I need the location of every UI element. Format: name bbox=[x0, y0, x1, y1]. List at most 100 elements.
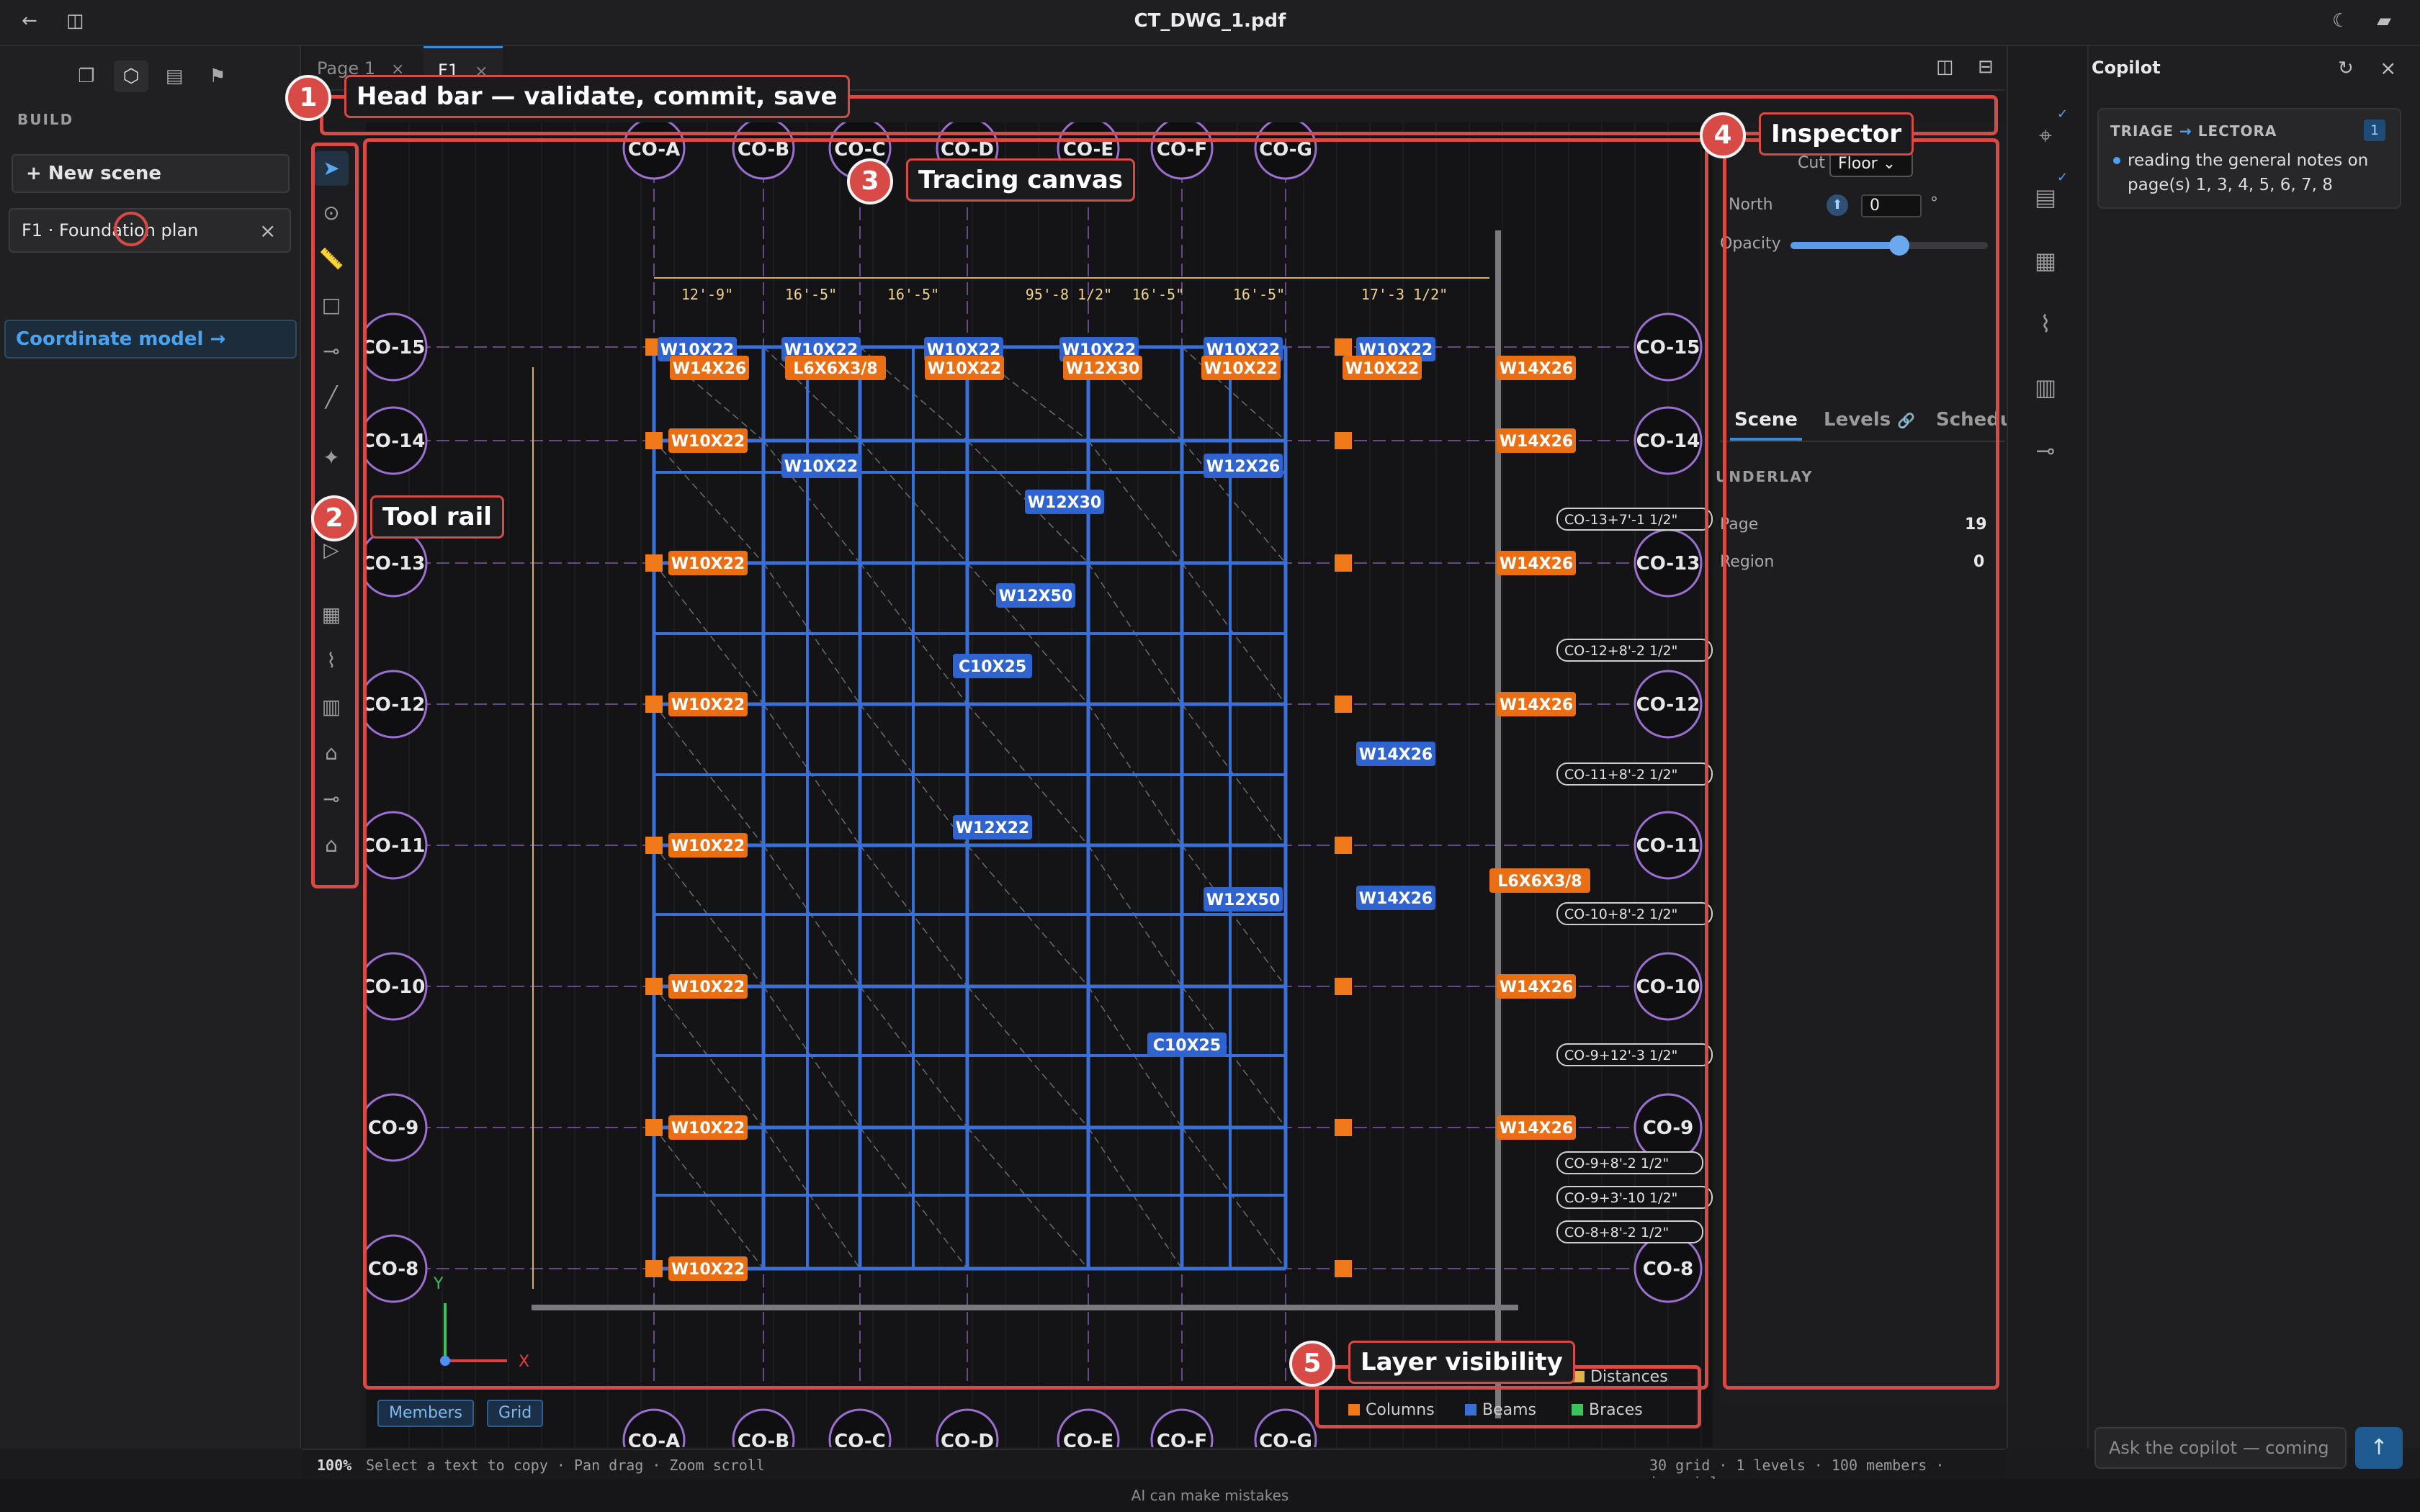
beam-label-bg bbox=[953, 654, 1032, 678]
side-note-text: CO-9+8'-2 1/2" bbox=[1564, 1156, 1669, 1171]
tab-scene[interactable]: Scene bbox=[1734, 409, 1798, 431]
beam-label-bg bbox=[1059, 337, 1139, 361]
tag-tool-icon[interactable]: ⌂ bbox=[325, 741, 338, 765]
ai-disclaimer: AI can make mistakes bbox=[0, 1479, 2420, 1512]
document-tab-icon[interactable]: ▤ bbox=[165, 66, 184, 87]
send-button[interactable]: ↑ bbox=[2355, 1427, 2403, 1469]
callout-2-number: 2 bbox=[311, 495, 357, 541]
ruler-tool-icon[interactable]: ⌇ bbox=[326, 649, 336, 672]
measure-tool-icon[interactable]: 📏 bbox=[318, 247, 344, 271]
refresh-icon[interactable]: ↻ bbox=[2338, 58, 2354, 79]
brace-line bbox=[859, 562, 968, 705]
columns-icon[interactable]: ▥ bbox=[2034, 374, 2057, 401]
label-tool-icon[interactable]: ⌂ bbox=[325, 833, 338, 857]
side-note-box bbox=[1556, 639, 1713, 662]
split-horizontal-icon[interactable]: ⊟ bbox=[1978, 56, 1994, 78]
ai-sparkle-icon[interactable]: ✦ bbox=[323, 446, 340, 469]
brace-line bbox=[653, 1127, 764, 1269]
status-bar: 100% Select a text to copy · Pan drag · … bbox=[302, 1449, 2005, 1491]
ruler-icon[interactable]: ⌇ bbox=[2040, 310, 2051, 338]
side-note-text: CO-11+8'-2 1/2" bbox=[1564, 767, 1677, 783]
beam-label-bg bbox=[1356, 337, 1435, 361]
tab-levels[interactable]: Levels 🔗 bbox=[1824, 409, 1915, 431]
grid-bubble-label: CO-A bbox=[628, 1431, 681, 1447]
pages-tab-icon[interactable]: ❐ bbox=[78, 66, 95, 87]
scan-icon[interactable]: ⌖ bbox=[2038, 122, 2053, 149]
select-tool-icon[interactable]: ➤ bbox=[314, 151, 349, 186]
model-tab-icon[interactable]: ⬡ bbox=[114, 60, 148, 92]
legend-distances[interactable]: Distances bbox=[1573, 1368, 1668, 1386]
column-label-bg bbox=[925, 356, 1004, 380]
column-marker bbox=[1335, 432, 1352, 449]
back-arrow-icon[interactable]: ← bbox=[22, 10, 37, 32]
play-icon[interactable]: ▷ bbox=[323, 538, 339, 562]
north-input[interactable]: 0 bbox=[1861, 194, 1922, 217]
grid-bubble-label: CO-15 bbox=[1636, 337, 1700, 359]
sidebar-toggle-icon[interactable]: ◫ bbox=[66, 10, 84, 32]
opacity-knob[interactable] bbox=[1888, 235, 1909, 256]
swatch bbox=[1573, 1371, 1585, 1382]
layer-legend: Distances Columns Beams Braces bbox=[1317, 1368, 1698, 1426]
column-marker bbox=[1335, 1260, 1352, 1277]
chat-icon[interactable]: ▰ bbox=[2377, 10, 2391, 32]
brace-line bbox=[653, 562, 764, 705]
tab-levels-label: Levels bbox=[1824, 409, 1891, 431]
close-icon[interactable]: × bbox=[259, 219, 277, 243]
split-vertical-icon[interactable]: ◫ bbox=[1936, 56, 1954, 78]
close-icon[interactable]: × bbox=[391, 60, 405, 78]
y-axis-label: Y bbox=[433, 1275, 444, 1293]
callout-1-number: 1 bbox=[285, 75, 331, 121]
legend-label: Columns bbox=[1366, 1401, 1435, 1419]
document-icon[interactable]: ▤ bbox=[2034, 184, 2057, 211]
column-label-bg bbox=[1201, 356, 1281, 380]
line-tool-icon[interactable]: ╱ bbox=[325, 385, 338, 409]
tabs-divider bbox=[1720, 441, 2005, 442]
grid-bubble bbox=[1634, 952, 1703, 1021]
connector-icon[interactable]: ⊸ bbox=[2035, 437, 2056, 464]
beam-label-bg bbox=[1356, 886, 1435, 910]
zoom-level: 100% bbox=[317, 1457, 352, 1474]
legend-braces[interactable]: Braces bbox=[1572, 1401, 1643, 1419]
tracing-canvas[interactable]: CO-A CO-A CO-B CO-B CO-C CO-C CO-D CO-D CO-E CO-E… bbox=[366, 122, 1713, 1447]
close-icon[interactable]: × bbox=[2380, 56, 2397, 80]
point-tool-icon[interactable]: ⊙ bbox=[323, 201, 340, 225]
opacity-fill bbox=[1791, 242, 1899, 249]
cut-select[interactable]: Floor ⌄ bbox=[1829, 151, 1913, 177]
grid-bubble bbox=[828, 1408, 892, 1447]
theme-moon-icon[interactable]: ☾ bbox=[2332, 10, 2349, 32]
grid-bubble bbox=[366, 312, 428, 382]
coordinate-model-button[interactable]: Coordinate model → bbox=[4, 320, 297, 359]
column-label: W14X26 bbox=[1500, 555, 1573, 573]
node-tool-icon[interactable]: ⊸ bbox=[323, 339, 340, 363]
column-tool-icon[interactable]: ▥ bbox=[321, 695, 341, 719]
column-label-bg bbox=[1497, 692, 1576, 716]
compass-icon: ⬆ bbox=[1827, 194, 1848, 216]
rectangle-tool-icon[interactable]: □ bbox=[321, 293, 341, 317]
column-label-bg bbox=[668, 833, 748, 858]
grid-chip[interactable]: Grid bbox=[487, 1400, 544, 1427]
callout-4-number: 4 bbox=[1700, 112, 1746, 158]
tab-schedule[interactable]: Schedu bbox=[1936, 409, 2014, 431]
legend-label: Beams bbox=[1482, 1401, 1537, 1419]
brace-line bbox=[653, 703, 764, 846]
legend-columns[interactable]: Columns bbox=[1348, 1401, 1435, 1419]
copilot-task-card[interactable] bbox=[2097, 108, 2401, 209]
legend-beams[interactable]: Beams bbox=[1465, 1401, 1536, 1419]
grid-bubble-label: CO-D bbox=[941, 139, 994, 161]
issues-tab-icon[interactable]: ⚑ bbox=[209, 66, 226, 87]
beam-label: W12X26 bbox=[1206, 458, 1280, 476]
members-chip[interactable]: Members bbox=[377, 1400, 474, 1427]
copilot-input[interactable]: Ask the copilot — coming bbox=[2094, 1427, 2347, 1469]
swatch bbox=[1465, 1404, 1476, 1416]
scene-item[interactable]: F1 · Foundation plan bbox=[9, 208, 291, 253]
beam-label-bg bbox=[658, 337, 737, 361]
tab-underline bbox=[1730, 438, 1802, 441]
grid-bubble-label: CO-9 bbox=[1643, 1117, 1694, 1139]
opacity-slider[interactable] bbox=[1791, 235, 1988, 256]
grid-tool-icon[interactable]: ▦ bbox=[321, 603, 341, 626]
connector-tool-icon[interactable]: ⊸ bbox=[323, 787, 340, 811]
table-icon[interactable]: ▦ bbox=[2034, 247, 2057, 274]
task-to: LECTORA bbox=[2197, 122, 2277, 140]
new-scene-button[interactable]: + New scene bbox=[12, 154, 290, 193]
column-label: W10X22 bbox=[671, 433, 745, 451]
